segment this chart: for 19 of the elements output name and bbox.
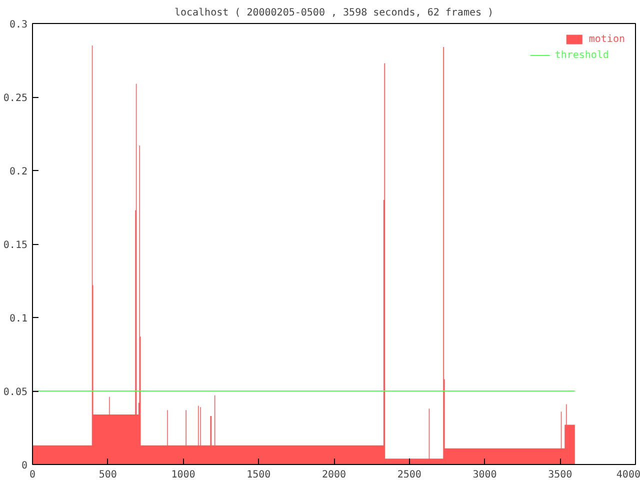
y-tick-label: 0.1	[9, 314, 28, 324]
x-tick-label: 4000	[616, 470, 640, 480]
y-tick-label: 0	[21, 460, 28, 472]
legend-label: motion	[588, 33, 625, 45]
y-tick-label: 0.3	[9, 20, 28, 30]
y-tick-label: 0.15	[3, 240, 28, 251]
x-tick-label: 500	[98, 470, 117, 480]
x-tick-label: 2000	[322, 470, 346, 480]
x-tick-label: 3000	[472, 470, 497, 480]
x-tick-label: 1500	[246, 470, 271, 480]
x-tick-label: 3500	[548, 470, 572, 480]
x-tick-label: 2500	[397, 470, 422, 480]
y-tick-label: 0.05	[3, 387, 28, 398]
x-tick-label: 1000	[171, 470, 196, 480]
y-tick-label: 0.25	[3, 93, 28, 104]
legend-label: threshold	[554, 49, 609, 61]
y-tick-label: 0.2	[9, 166, 28, 178]
chart-title: localhost ( 20000205-0500 , 3598 seconds, 62 frames )	[174, 8, 494, 18]
x-tick-label: 0	[29, 470, 36, 480]
